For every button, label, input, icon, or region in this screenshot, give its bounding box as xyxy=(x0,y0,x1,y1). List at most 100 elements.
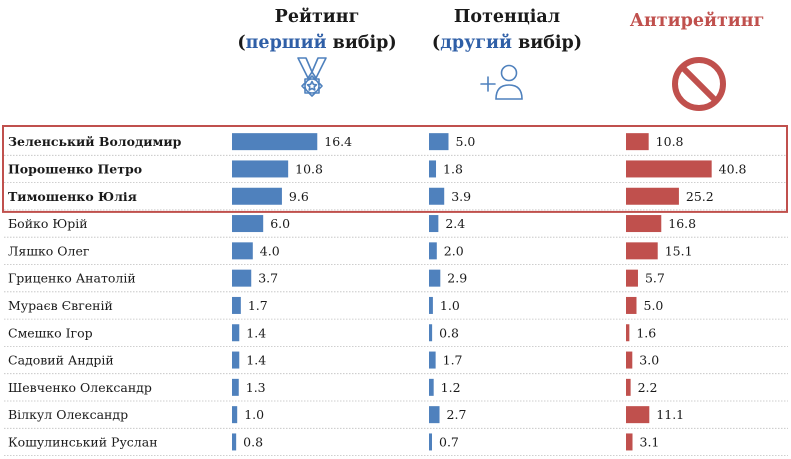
value-label: 2.7 xyxy=(447,407,467,422)
potential-subtitle-rest: вибір) xyxy=(512,33,583,53)
rating-subtitle-rest: вибір) xyxy=(326,33,397,53)
value-label: 0.8 xyxy=(243,434,263,449)
value-label: 40.8 xyxy=(719,161,747,176)
bar-series-3 xyxy=(626,269,638,287)
value-label: 1.7 xyxy=(248,298,268,313)
bar-series-2 xyxy=(429,269,441,287)
candidate-name: Тимошенко Юлія xyxy=(8,189,137,204)
rating-title: Рейтинг xyxy=(274,7,360,27)
bar-series-1 xyxy=(232,406,238,424)
bar-series-2 xyxy=(429,378,434,396)
bar-series-3 xyxy=(626,378,631,396)
add-user-icon xyxy=(480,64,523,100)
bar-series-2 xyxy=(429,187,445,205)
value-label: 1.3 xyxy=(246,380,266,395)
value-label: 1.8 xyxy=(443,161,463,176)
candidate-name: Мураєв Євгеній xyxy=(8,298,113,313)
candidate-name: Вілкул Олександр xyxy=(8,407,128,422)
value-label: 5.0 xyxy=(644,298,664,313)
value-label: 6.0 xyxy=(270,216,290,231)
value-label: 25.2 xyxy=(686,189,714,204)
bar-series-1 xyxy=(232,160,289,178)
value-label: 1.2 xyxy=(441,380,461,395)
bar-series-3 xyxy=(626,133,649,151)
bar-series-2 xyxy=(429,433,432,451)
bar-series-1 xyxy=(232,187,282,205)
value-label: 1.6 xyxy=(636,325,656,340)
value-label: 2.4 xyxy=(445,216,465,231)
bar-series-1 xyxy=(232,351,240,369)
value-label: 1.0 xyxy=(244,407,264,422)
rating-subtitle: (перший вибір) xyxy=(237,33,397,53)
candidate-name: Ляшко Олег xyxy=(8,243,89,258)
value-label: 0.7 xyxy=(439,434,459,449)
bar-series-1 xyxy=(232,296,241,314)
value-label: 9.6 xyxy=(289,189,309,204)
value-label: 2.0 xyxy=(444,243,464,258)
value-label: 1.7 xyxy=(443,353,463,368)
bar-series-3 xyxy=(626,242,658,260)
bar-series-1 xyxy=(232,378,239,396)
value-label: 4.0 xyxy=(260,243,280,258)
bar-series-1 xyxy=(232,269,252,287)
value-label: 10.8 xyxy=(295,161,323,176)
value-label: 2.9 xyxy=(447,271,467,286)
candidate-name: Зеленський Володимир xyxy=(8,134,182,149)
bar-series-2 xyxy=(429,351,436,369)
value-label: 1.0 xyxy=(440,298,460,313)
value-label: 1.4 xyxy=(246,353,266,368)
bar-series-3 xyxy=(626,215,662,233)
candidate-name: Садовий Андрій xyxy=(8,353,114,368)
value-label: 0.8 xyxy=(439,325,459,340)
bar-series-3 xyxy=(626,160,712,178)
value-label: 1.4 xyxy=(246,325,266,340)
bar-series-3 xyxy=(626,433,633,451)
candidate-name: Смешко Ігор xyxy=(8,325,93,340)
bar-series-3 xyxy=(626,406,650,424)
value-label: 3.9 xyxy=(451,189,471,204)
candidate-name: Шевченко Олександр xyxy=(8,380,152,395)
anti-title: Антирейтинг xyxy=(629,11,765,31)
bar-series-2 xyxy=(429,160,437,178)
potential-header: Потенціал (другий вибір) xyxy=(422,4,592,56)
value-label: 5.0 xyxy=(456,134,476,149)
bar-series-1 xyxy=(232,324,240,342)
value-label: 16.8 xyxy=(668,216,696,231)
anti-header: Антирейтинг xyxy=(612,8,782,34)
potential-subtitle-colored: другий xyxy=(440,33,512,53)
bar-series-3 xyxy=(626,187,679,205)
rating-subtitle-colored: перший xyxy=(245,33,327,53)
value-label: 3.0 xyxy=(639,353,659,368)
bar-series-2 xyxy=(429,133,449,151)
prohibited-icon xyxy=(672,57,726,111)
bar-series-1 xyxy=(232,133,318,151)
top-candidates-highlight xyxy=(2,125,788,213)
candidate-name: Порошенко Петро xyxy=(8,161,142,176)
bar-series-1 xyxy=(232,215,264,233)
medal-icon xyxy=(297,57,327,97)
bar-series-3 xyxy=(626,324,630,342)
value-label: 5.7 xyxy=(645,271,665,286)
value-label: 2.2 xyxy=(638,380,658,395)
potential-title: Потенціал xyxy=(453,7,561,27)
value-label: 3.1 xyxy=(640,434,660,449)
bar-series-2 xyxy=(429,324,433,342)
potential-subtitle: (другий вибір) xyxy=(431,33,583,53)
bar-series-3 xyxy=(626,296,637,314)
bar-series-2 xyxy=(429,215,439,233)
bar-series-3 xyxy=(626,351,633,369)
bar-series-2 xyxy=(429,296,433,314)
bar-series-1 xyxy=(232,242,253,260)
value-label: 11.1 xyxy=(656,407,684,422)
value-label: 16.4 xyxy=(324,134,352,149)
bar-series-1 xyxy=(232,433,237,451)
value-label: 15.1 xyxy=(665,243,693,258)
candidate-name: Бойко Юрій xyxy=(8,216,88,231)
value-label: 3.7 xyxy=(258,271,278,286)
bar-series-2 xyxy=(429,406,440,424)
bar-series-2 xyxy=(429,242,437,260)
rating-header: Рейтинг (перший вибір) xyxy=(232,4,402,56)
candidate-name: Гриценко Анатолій xyxy=(8,271,136,286)
value-label: 10.8 xyxy=(656,134,684,149)
